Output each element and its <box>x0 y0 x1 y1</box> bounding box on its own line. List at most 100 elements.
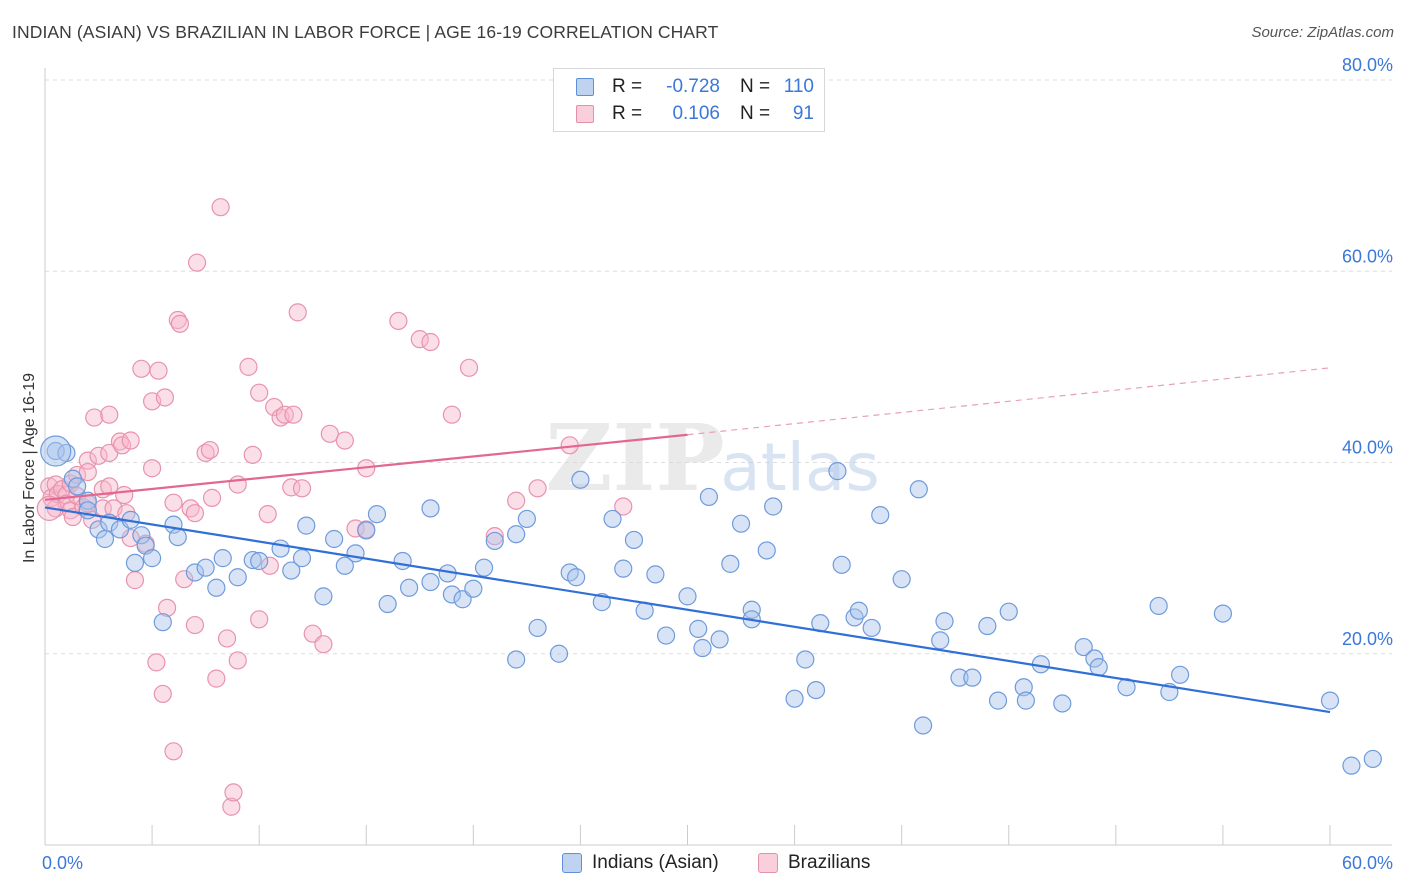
indians-asian-point <box>485 531 504 551</box>
indians-asian-point <box>346 544 365 563</box>
brazilians-point <box>187 253 207 272</box>
indians-asian-point <box>1342 756 1361 775</box>
brazilians-point <box>614 497 633 516</box>
brazilians-point <box>121 431 140 450</box>
brazilians-point <box>528 479 547 498</box>
brazilians-point <box>115 485 134 505</box>
indians-asian-point <box>832 555 851 574</box>
brazilians-point <box>258 505 277 524</box>
legend-r-label: R = <box>612 103 643 124</box>
indians-asian-point <box>862 618 881 638</box>
indians-asian-point <box>764 497 783 516</box>
brazilians-point <box>155 388 175 407</box>
trend-lines <box>44 367 1331 714</box>
indians-asian-point <box>228 568 247 587</box>
brazilians-point <box>147 653 166 672</box>
indians-asian-point <box>399 578 419 597</box>
correlation-legend: R = -0.728 N = 110 R = 0.106 N = 91 <box>553 68 825 132</box>
chart-source: Source: ZipAtlas.com <box>1251 24 1394 41</box>
brazilians-point <box>207 669 226 688</box>
indians-asian-point <box>963 668 982 687</box>
indians-asian-point <box>796 650 815 669</box>
brazilians-point <box>228 651 247 670</box>
y-tick-label: 60.0% <box>1342 246 1393 266</box>
indians-asian-point <box>849 601 868 620</box>
brazilians-point <box>132 359 151 378</box>
indians-asian-point <box>325 529 344 549</box>
brazilians-point <box>228 475 247 494</box>
brazilians-point <box>459 358 479 377</box>
indians-asian-point <box>282 561 301 580</box>
indians-asian-point <box>656 626 676 645</box>
indians-asian-point <box>913 716 933 735</box>
indians-asian-point <box>507 650 526 669</box>
indians-asian-trend-line <box>44 506 1331 714</box>
brazilians-point <box>153 684 172 704</box>
indians-asian-point <box>931 631 950 650</box>
indians-asian-point <box>68 477 87 496</box>
brazilians-point <box>164 742 183 761</box>
indians-asian-point <box>528 618 547 638</box>
brazilians-point <box>125 571 145 590</box>
series-legend-brazilians[interactable]: Brazilians <box>758 852 870 874</box>
indians-asian-point <box>742 600 761 619</box>
brazilians-point <box>442 405 462 424</box>
indians-asian-point <box>507 525 526 544</box>
indians-asian-point <box>571 470 590 489</box>
indians-asian-point <box>1074 637 1093 657</box>
brazilians-point <box>389 311 408 331</box>
series-legend-label: Indians (Asian) <box>592 852 719 873</box>
series-legend-indians[interactable]: Indians (Asian) <box>562 852 719 874</box>
x-tick-label: 60.0% <box>1342 853 1393 873</box>
indians-asian-point <box>988 691 1008 710</box>
brazilians-point <box>239 357 258 376</box>
indians-asian-point <box>1089 658 1108 677</box>
brazilians-point <box>314 635 333 654</box>
indians-asian-point <box>1320 691 1340 710</box>
brazilians-point <box>292 479 312 498</box>
indians-asian-point <box>1053 694 1072 713</box>
indians-asian-point <box>185 563 205 582</box>
indians-asian-point <box>785 689 804 708</box>
legend-n-value: 110 <box>783 76 814 97</box>
indians-asian-point <box>292 549 312 568</box>
indians-asian-point <box>909 480 928 499</box>
brazilians-point <box>507 491 526 510</box>
brazilians-point <box>142 459 162 478</box>
indians-asian-point <box>646 565 665 584</box>
indians-asian-point <box>693 638 712 658</box>
chart-title: INDIAN (ASIAN) VS BRAZILIAN IN LABOR FOR… <box>12 22 719 42</box>
legend-r-label: R = <box>612 76 643 97</box>
indians-asian-point <box>367 505 387 524</box>
brazilians-point <box>211 198 230 217</box>
brazilians-point <box>260 556 279 575</box>
y-tick-label: 20.0% <box>1342 629 1393 649</box>
indians-asian-point <box>567 568 586 587</box>
indians-asian-point <box>335 556 354 575</box>
brazilians-point <box>78 462 97 482</box>
y-tick-label: 80.0% <box>1342 55 1393 75</box>
indians-asian-point <box>699 487 719 507</box>
indians-asian-point <box>250 551 269 571</box>
brazilians-point <box>185 504 205 523</box>
brazilians-point <box>320 424 339 443</box>
indians-asian-point <box>474 558 494 577</box>
brazilians-point <box>410 330 429 349</box>
brazilians-point <box>175 570 194 589</box>
brazilians-point <box>200 440 220 460</box>
series-swatch-blue <box>562 853 582 873</box>
indians-asian-point <box>517 509 536 529</box>
brazilians-trend-extension <box>687 367 1331 436</box>
indians-asian-point <box>442 585 462 604</box>
indians-asian-point <box>1085 649 1104 668</box>
indians-asian-point <box>678 587 697 606</box>
legend-swatch-blue <box>576 78 594 96</box>
series-swatch-pink <box>758 853 778 873</box>
indians-asian-point <box>1014 678 1033 697</box>
brazilians-point <box>170 314 190 333</box>
legend-r-value: -0.728 <box>666 76 720 97</box>
indians-asian-point <box>196 558 215 577</box>
brazilians-point <box>89 446 108 465</box>
legend-row-indians: R = -0.728 N = 110 <box>576 74 814 100</box>
